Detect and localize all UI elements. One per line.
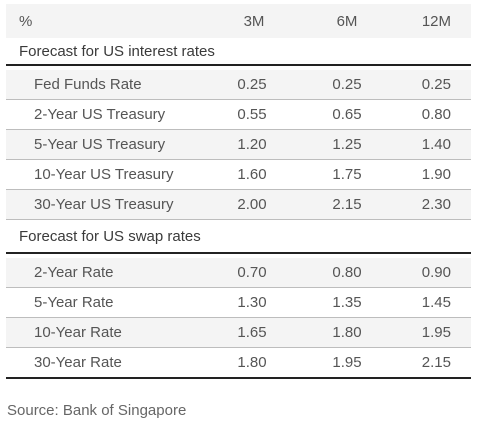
cell-6m: 0.80: [332, 264, 362, 281]
table-row: 2-Year Rate 0.70 0.80 0.90: [6, 258, 471, 288]
row-label: 10-Year Rate: [34, 324, 122, 341]
row-label: 5-Year Rate: [34, 294, 114, 311]
cell-6m: 1.25: [332, 136, 362, 153]
table-row: 5-Year US Treasury 1.20 1.25 1.40: [6, 130, 471, 160]
table-row: Fed Funds Rate 0.25 0.25 0.25: [6, 70, 471, 100]
row-label: Fed Funds Rate: [34, 76, 142, 93]
unit-header: %: [19, 12, 33, 30]
row-label: 30-Year US Treasury: [34, 196, 174, 213]
cell-3m: 1.80: [237, 354, 267, 371]
cell-12m: 2.15: [421, 354, 451, 371]
row-label: 30-Year Rate: [34, 354, 122, 371]
cell-3m: 1.65: [237, 324, 267, 341]
row-label: 5-Year US Treasury: [34, 136, 166, 153]
cell-3m: 0.25: [237, 76, 267, 93]
cell-12m: 0.90: [421, 264, 451, 281]
cell-3m: 0.55: [237, 106, 267, 123]
cell-6m: 0.25: [332, 76, 362, 93]
cell-3m: 0.70: [237, 264, 267, 281]
column-header-3m: 3M: [243, 12, 265, 30]
cell-12m: 0.25: [421, 76, 451, 93]
cell-12m: 1.95: [421, 324, 451, 341]
row-label: 10-Year US Treasury: [34, 166, 174, 183]
cell-12m: 2.30: [421, 196, 451, 213]
cell-3m: 2.00: [237, 196, 267, 213]
cell-12m: 1.90: [421, 166, 451, 183]
row-label: 2-Year US Treasury: [34, 106, 166, 123]
cell-3m: 1.60: [237, 166, 267, 183]
section-title-swap-rates: Forecast for US swap rates: [6, 220, 471, 254]
table-row: 5-Year Rate 1.30 1.35 1.45: [6, 288, 471, 318]
table-row: 10-Year US Treasury 1.60 1.75 1.90: [6, 160, 471, 190]
forecast-table: % 3M 6M 12M Forecast for US interest rat…: [6, 4, 471, 379]
cell-12m: 0.80: [421, 106, 451, 123]
table-row: 2-Year US Treasury 0.55 0.65 0.80: [6, 100, 471, 130]
table-row: 30-Year US Treasury 2.00 2.15 2.30: [6, 190, 471, 220]
cell-12m: 1.45: [421, 294, 451, 311]
cell-3m: 1.30: [237, 294, 267, 311]
column-header-12m: 12M: [421, 12, 451, 30]
cell-6m: 1.80: [332, 324, 362, 341]
cell-6m: 0.65: [332, 106, 362, 123]
table-row: 10-Year Rate 1.65 1.80 1.95: [6, 318, 471, 348]
cell-12m: 1.40: [421, 136, 451, 153]
table-row: 30-Year Rate 1.80 1.95 2.15: [6, 348, 471, 379]
source-note: Source: Bank of Singapore: [7, 402, 187, 419]
cell-6m: 1.35: [332, 294, 362, 311]
column-header-6m: 6M: [336, 12, 358, 30]
row-label: 2-Year Rate: [34, 264, 114, 281]
cell-6m: 1.75: [332, 166, 362, 183]
cell-3m: 1.20: [237, 136, 267, 153]
cell-6m: 2.15: [332, 196, 362, 213]
table-header: % 3M 6M 12M: [6, 4, 471, 38]
section-title-interest-rates: Forecast for US interest rates: [6, 38, 471, 66]
cell-6m: 1.95: [332, 354, 362, 371]
